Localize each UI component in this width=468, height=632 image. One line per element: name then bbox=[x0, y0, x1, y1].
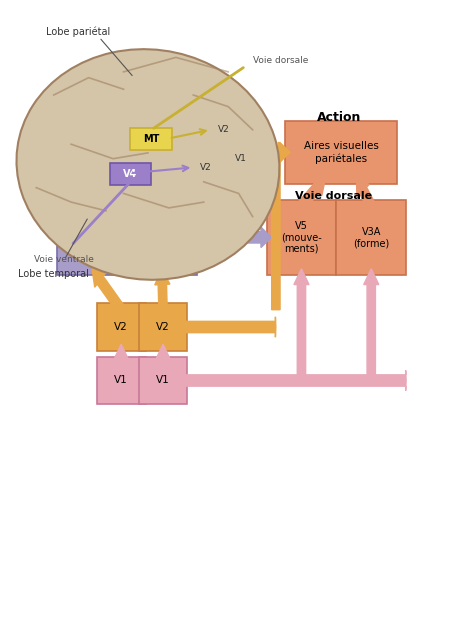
FancyBboxPatch shape bbox=[139, 303, 188, 351]
Polygon shape bbox=[158, 178, 173, 208]
Polygon shape bbox=[155, 344, 171, 363]
FancyBboxPatch shape bbox=[97, 303, 146, 351]
Polygon shape bbox=[183, 317, 276, 337]
Polygon shape bbox=[248, 142, 290, 162]
Text: V5
(mouve-
ments): V5 (mouve- ments) bbox=[281, 221, 322, 254]
Text: Reconnaissance: Reconnaissance bbox=[59, 111, 172, 125]
Text: V3
(formes
dyna-
miques): V3 (formes dyna- miques) bbox=[73, 215, 112, 260]
Polygon shape bbox=[364, 269, 379, 380]
Polygon shape bbox=[299, 178, 326, 210]
FancyBboxPatch shape bbox=[139, 357, 188, 404]
Text: V2: V2 bbox=[114, 322, 128, 332]
Polygon shape bbox=[294, 269, 309, 380]
Polygon shape bbox=[92, 269, 124, 313]
Text: V2: V2 bbox=[156, 322, 170, 332]
Text: V4
(formes
et cou-
leurs): V4 (formes et cou- leurs) bbox=[143, 215, 181, 260]
FancyBboxPatch shape bbox=[285, 121, 397, 184]
FancyBboxPatch shape bbox=[99, 121, 211, 184]
Polygon shape bbox=[232, 227, 271, 248]
FancyBboxPatch shape bbox=[57, 200, 127, 275]
Polygon shape bbox=[192, 227, 232, 248]
Text: V3A
(forme): V3A (forme) bbox=[353, 226, 389, 248]
Text: Action: Action bbox=[316, 111, 361, 125]
Polygon shape bbox=[114, 344, 129, 363]
Text: Voie ventrale: Voie ventrale bbox=[74, 191, 157, 202]
Polygon shape bbox=[90, 174, 139, 211]
FancyBboxPatch shape bbox=[97, 357, 146, 404]
Polygon shape bbox=[268, 152, 284, 310]
FancyBboxPatch shape bbox=[267, 200, 336, 275]
Text: Voie dorsale: Voie dorsale bbox=[295, 191, 373, 202]
Polygon shape bbox=[155, 269, 170, 310]
Text: Aires visuelles
temporales: Aires visuelles temporales bbox=[117, 142, 192, 163]
Polygon shape bbox=[276, 142, 290, 162]
Polygon shape bbox=[356, 178, 375, 209]
Polygon shape bbox=[183, 370, 406, 391]
Text: Aires visuelles
pariétales: Aires visuelles pariétales bbox=[304, 142, 379, 164]
Polygon shape bbox=[206, 142, 248, 162]
Text: V1: V1 bbox=[114, 375, 128, 386]
FancyBboxPatch shape bbox=[336, 200, 406, 275]
Text: V1: V1 bbox=[156, 375, 170, 386]
FancyBboxPatch shape bbox=[127, 200, 197, 275]
